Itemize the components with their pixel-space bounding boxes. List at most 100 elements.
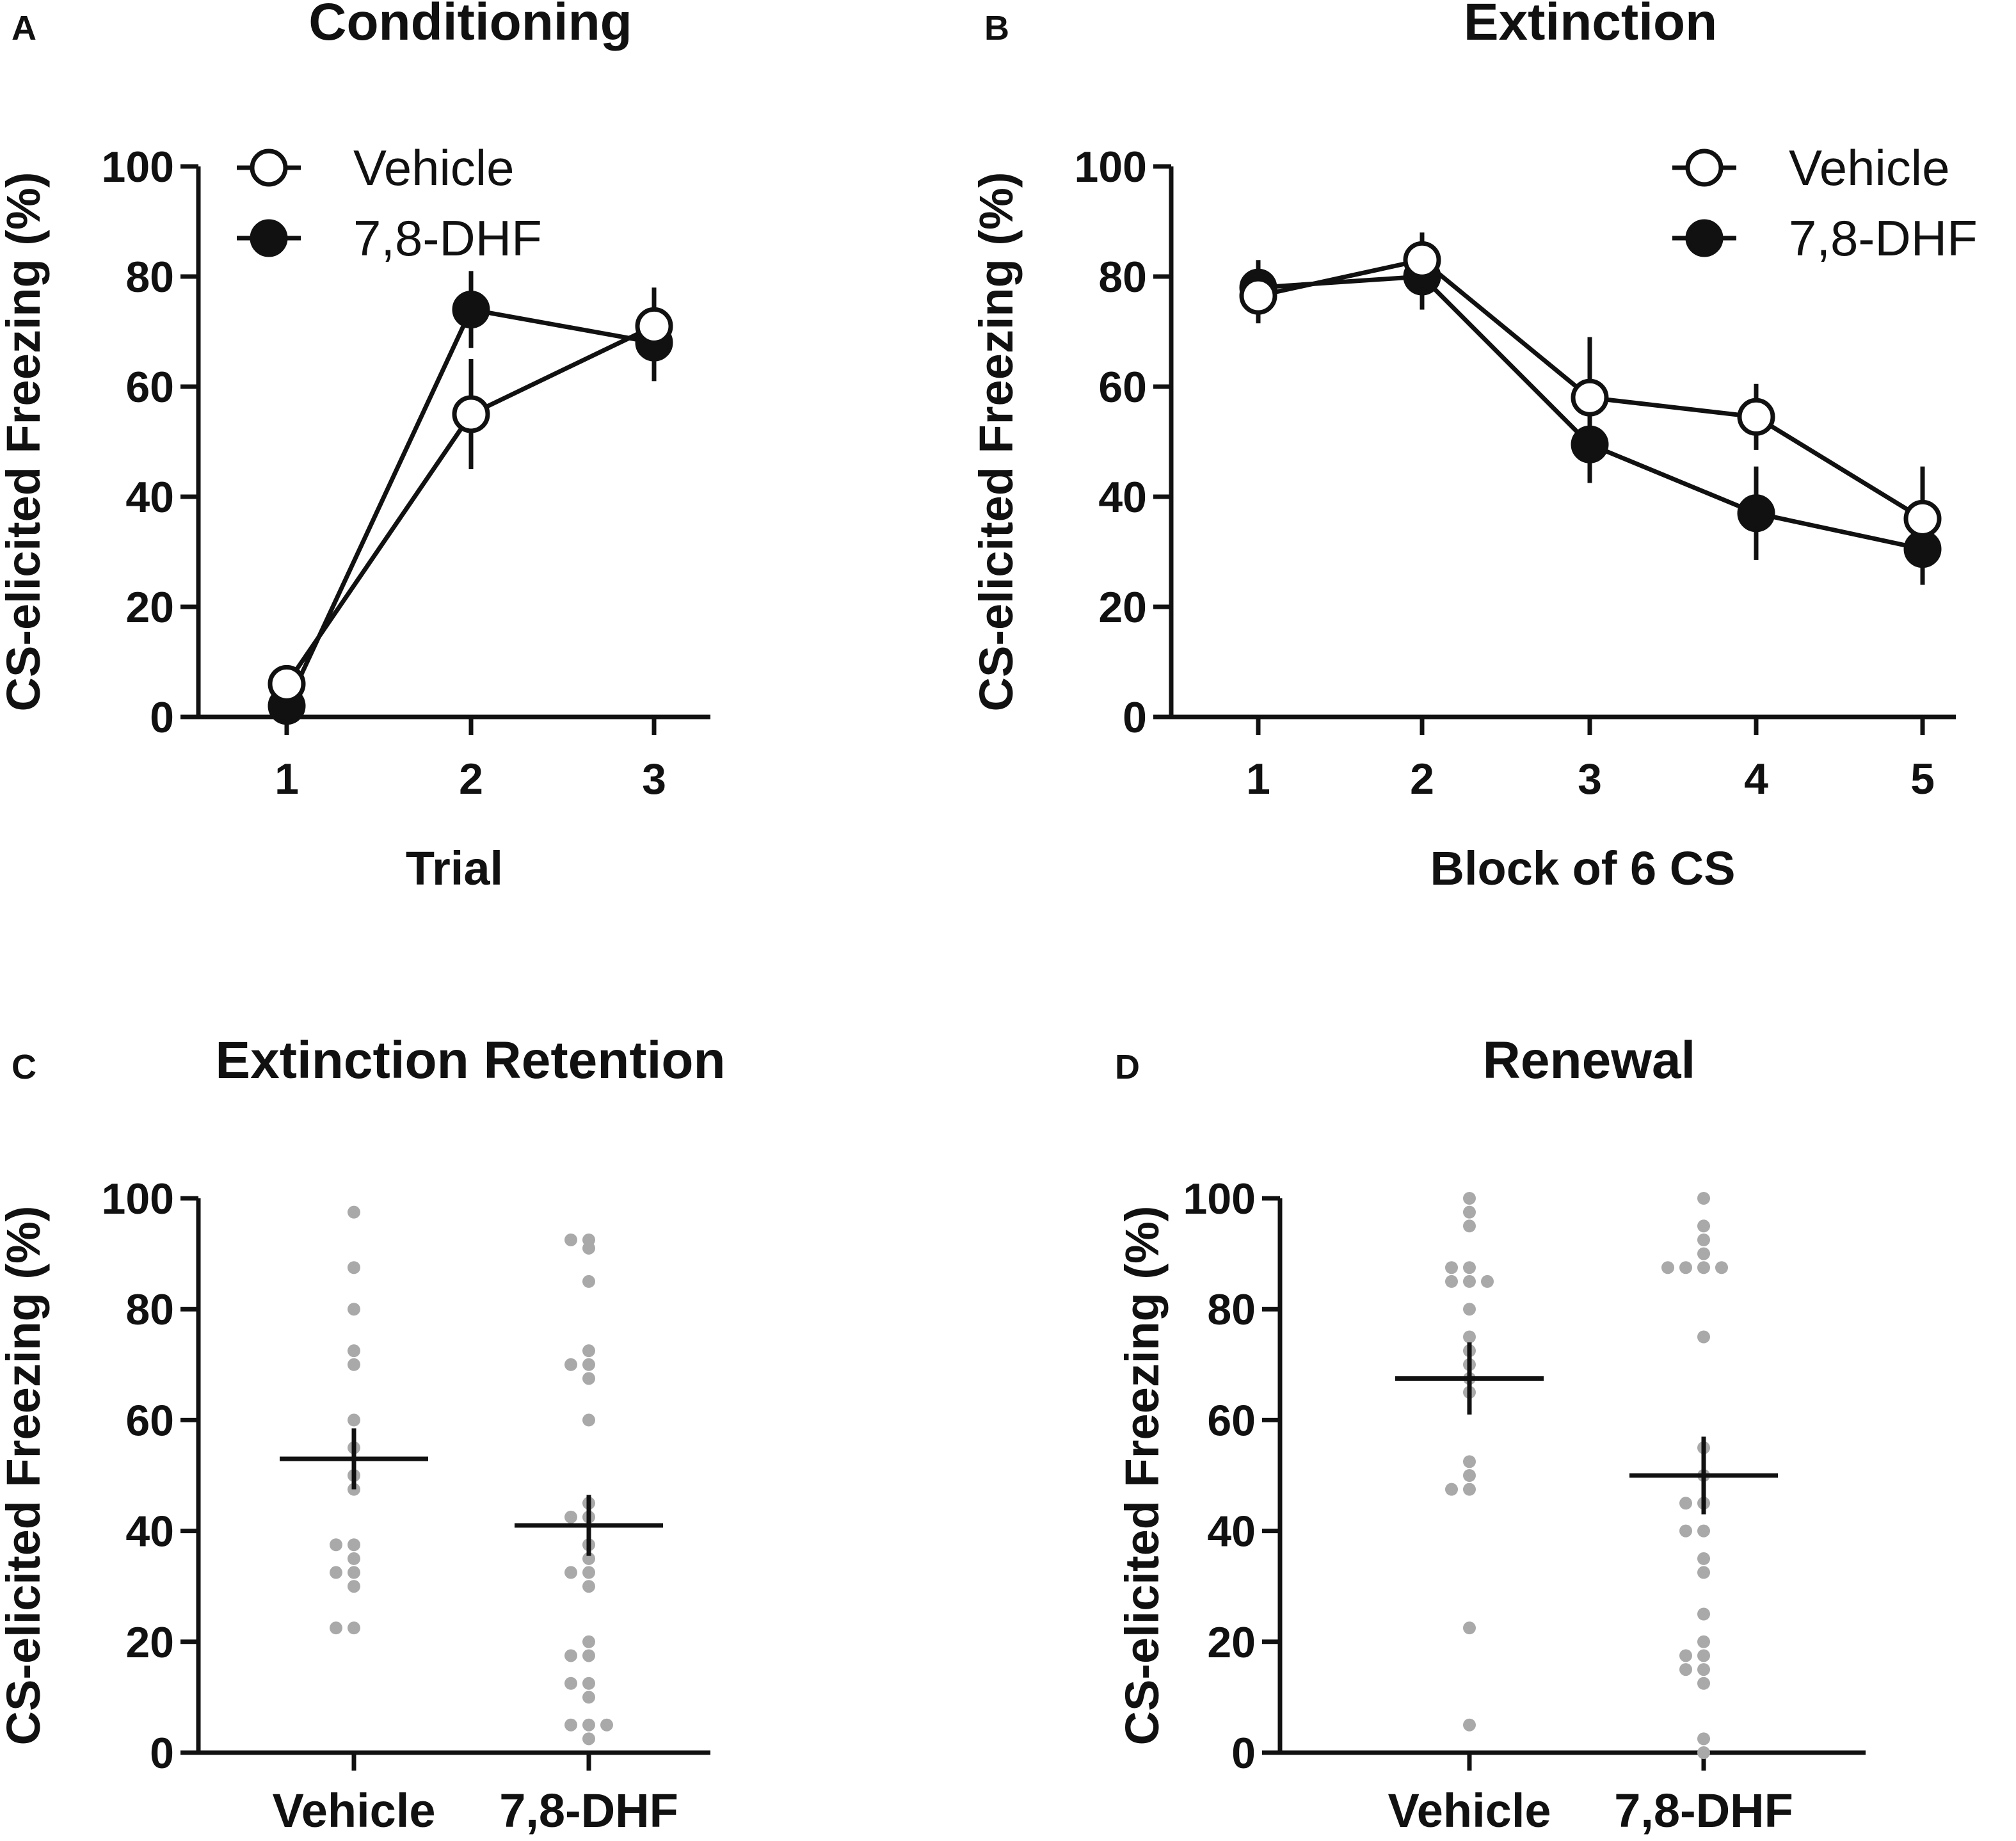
y-tick-label: 0 [1123, 693, 1147, 742]
data-point [330, 1566, 342, 1579]
data-point [1661, 1261, 1674, 1274]
data-point [1463, 1483, 1476, 1496]
x-tick-label: 1 [275, 755, 299, 803]
data-point [1697, 1663, 1710, 1676]
chart-title: Extinction [1464, 0, 1717, 51]
data-point [1463, 1621, 1476, 1635]
data-point [1697, 1732, 1710, 1746]
data-point [564, 1358, 577, 1371]
group-vehicle [280, 1205, 428, 1635]
x-tick-label: 7,8-DHF [1614, 1784, 1793, 1837]
data-point [330, 1538, 342, 1552]
data-point [1445, 1483, 1458, 1496]
y-tick-label: 60 [1207, 1396, 1256, 1445]
data-point [348, 1552, 360, 1565]
data-point [1445, 1261, 1458, 1274]
y-axis-label: CS-elicited Freezing (%) [0, 172, 50, 712]
group-vehicle [1395, 1192, 1544, 1732]
chart-title: Extinction Retention [215, 1031, 725, 1089]
data-point [1697, 1635, 1710, 1648]
data-point [1463, 1303, 1476, 1316]
data-point [1697, 1676, 1710, 1690]
data-point [1463, 1330, 1476, 1344]
y-tick-label: 80 [1098, 253, 1147, 301]
data-point [582, 1274, 595, 1288]
y-axis-label: CS-elicited Freezing (%) [970, 172, 1023, 712]
panel-letter: B [984, 9, 1009, 47]
y-tick-label: 60 [125, 1396, 174, 1445]
panel-letter: A [12, 9, 36, 47]
x-tick-label: 1 [1246, 755, 1270, 803]
legend-label: Vehicle [353, 140, 515, 196]
data-point [1463, 1192, 1476, 1205]
y-tick-label: 20 [1098, 583, 1147, 632]
data-point [348, 1413, 360, 1427]
data-point [348, 1261, 360, 1274]
legend-vehicle-marker [1685, 149, 1724, 187]
data-point [1445, 1274, 1458, 1288]
data-point [564, 1566, 577, 1579]
y-tick-label: 40 [125, 473, 174, 522]
data-point [564, 1718, 577, 1732]
data-point [582, 1552, 595, 1565]
data-point [564, 1510, 577, 1523]
vehicle-point [1239, 277, 1277, 315]
data-point [582, 1718, 595, 1732]
data-point [1697, 1566, 1710, 1579]
data-point [582, 1358, 595, 1371]
y-tick-label: 100 [1075, 143, 1147, 191]
series-vehicle [268, 287, 673, 703]
data-point [1463, 1219, 1476, 1233]
data-point [564, 1676, 577, 1690]
x-tick-label: 7,8-DHF [499, 1784, 678, 1837]
x-tick-label: 2 [1410, 755, 1434, 803]
data-point [564, 1233, 577, 1246]
y-tick-label: 100 [1183, 1175, 1256, 1223]
y-tick-label: 40 [1207, 1507, 1256, 1556]
panel-d: D Renewal 0 20 40 60 80 100 CS-elicited Freezing… [1115, 1031, 1866, 1837]
y-tick-label: 20 [1207, 1618, 1256, 1667]
data-point [582, 1344, 595, 1358]
y-tick-label: 40 [125, 1507, 174, 1556]
data-point [582, 1649, 595, 1662]
x-tick-label: 3 [1578, 755, 1602, 803]
data-point [1697, 1524, 1710, 1538]
y-tick-label: 0 [1231, 1729, 1256, 1778]
legend-vehicle-marker [250, 149, 288, 187]
data-point [1463, 1718, 1476, 1732]
vehicle-point [635, 307, 673, 345]
data-point [1697, 1746, 1710, 1759]
legend: Vehicle 7,8-DHF [237, 140, 542, 266]
legend-label: 7,8-DHF [353, 210, 542, 266]
group-dhf [515, 1233, 663, 1746]
data-point [348, 1580, 360, 1593]
y-tick-label: 80 [125, 253, 174, 301]
data-point [348, 1621, 360, 1635]
data-point [348, 1205, 360, 1219]
data-point [582, 1580, 595, 1593]
vehicle-point [452, 395, 490, 433]
data-point [582, 1635, 595, 1648]
data-point [1715, 1261, 1728, 1274]
panel-c: C Extinction Retention 0 20 40 60 80 100 CS-elic… [0, 1031, 726, 1837]
y-tick-label: 60 [125, 363, 174, 412]
data-point [1697, 1330, 1710, 1344]
data-point [582, 1413, 595, 1427]
data-point [1697, 1607, 1710, 1621]
x-tick-label: 5 [1910, 755, 1935, 803]
data-point [1463, 1261, 1476, 1274]
y-tick-label: 80 [125, 1285, 174, 1334]
data-point [348, 1566, 360, 1579]
vehicle-point [1571, 378, 1609, 417]
data-point [1481, 1274, 1494, 1288]
data-point [582, 1732, 595, 1746]
x-tick-label: Vehicle [1388, 1784, 1551, 1837]
data-point [330, 1621, 342, 1635]
data-point [348, 1344, 360, 1358]
data-point [348, 1538, 360, 1552]
y-tick-label: 0 [150, 693, 174, 742]
y-tick-label: 0 [150, 1729, 174, 1778]
data-point [582, 1566, 595, 1579]
legend-label: 7,8-DHF [1789, 210, 1978, 266]
